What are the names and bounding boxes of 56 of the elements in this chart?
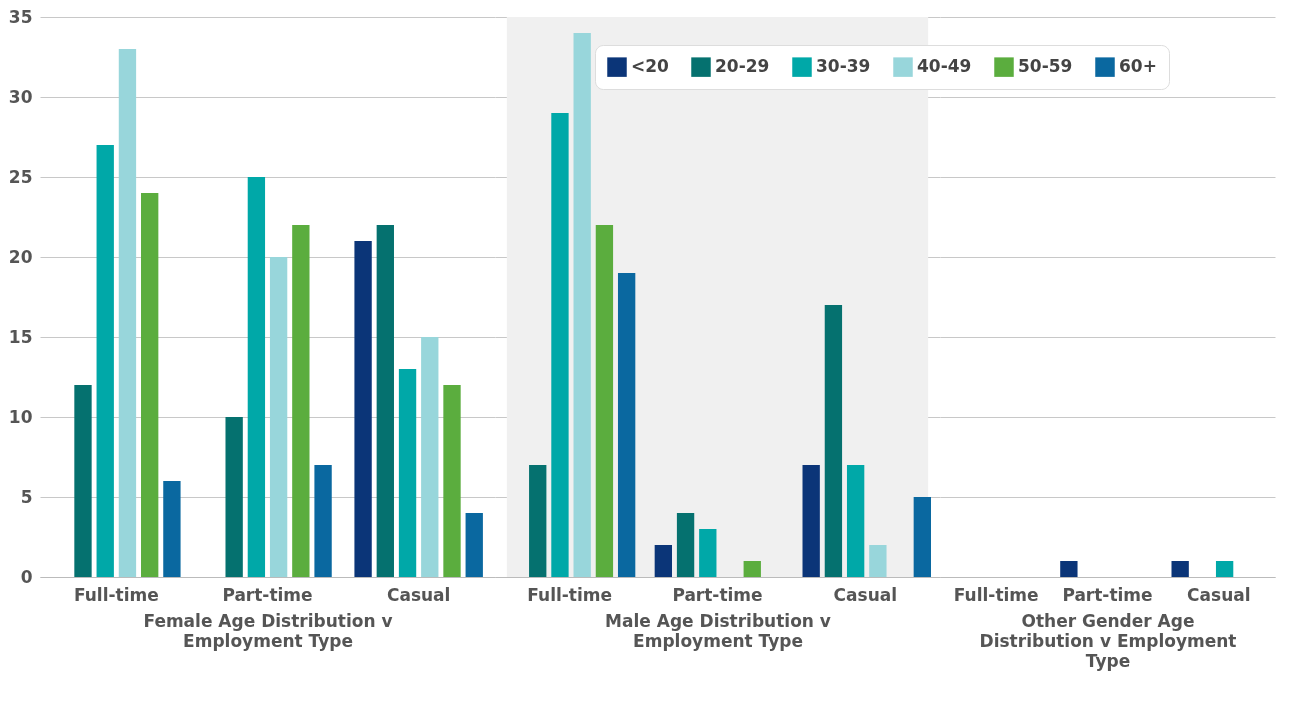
x-tick-label: Casual (1187, 584, 1251, 605)
y-tick-label: 15 (8, 326, 33, 347)
bar (699, 529, 717, 577)
bar (96, 145, 114, 577)
y-tick-label: 5 (20, 486, 33, 507)
bar (269, 257, 288, 577)
y-tick-label: 20 (8, 246, 33, 267)
x-tick-label: Full-time (527, 584, 613, 605)
x-tick-label: Part-time (222, 584, 313, 605)
y-tick-label: 30 (8, 86, 33, 107)
x-tick-label: Part-time (672, 584, 763, 605)
bar (398, 369, 417, 577)
bar (141, 193, 159, 577)
bar (421, 337, 439, 577)
y-tick-label: 25 (8, 166, 33, 187)
x-tick-label: Full-time (73, 584, 159, 605)
bar (529, 465, 547, 577)
bar (163, 481, 181, 577)
bar (913, 497, 931, 577)
legend-label: 60+ (1119, 56, 1157, 77)
y-tick-label: 0 (20, 566, 33, 587)
legend-label: 40-49 (917, 56, 972, 77)
bar (292, 225, 310, 577)
bar (654, 545, 673, 577)
bar (617, 273, 636, 577)
bar (225, 417, 243, 577)
x-axis-title: Other Gender Age Distribution v Employment Type (979, 610, 1237, 671)
x-tick-label: Casual (386, 584, 451, 605)
y-tick-label: 35 (8, 6, 33, 27)
bar (869, 545, 887, 577)
bar (846, 465, 865, 577)
bar (354, 241, 372, 577)
bar (551, 113, 569, 577)
bar (802, 465, 820, 577)
bar (74, 385, 92, 577)
bar (118, 49, 137, 577)
x-tick-label: Part-time (1062, 584, 1153, 605)
x-axis-title: Female Age Distribution v Employment Type (143, 610, 393, 651)
bar (465, 513, 483, 577)
legend-label: 20-29 (715, 56, 770, 77)
x-axis-title: Male Age Distribution v Employment Type (605, 610, 831, 651)
bar (573, 33, 591, 577)
legend-label: <20 (631, 56, 670, 77)
bar (376, 225, 394, 577)
bar (676, 513, 695, 577)
bar (314, 465, 332, 577)
y-tick-label: 10 (8, 406, 33, 427)
x-tick-label: Casual (833, 584, 898, 605)
bar (247, 177, 266, 577)
bar (824, 305, 843, 577)
bar (443, 385, 461, 577)
bar (743, 561, 761, 577)
x-tick-label: Full-time (953, 584, 1039, 605)
bar (595, 225, 614, 577)
legend-label: 50-59 (1018, 56, 1073, 77)
legend-label: 30-39 (816, 56, 871, 77)
